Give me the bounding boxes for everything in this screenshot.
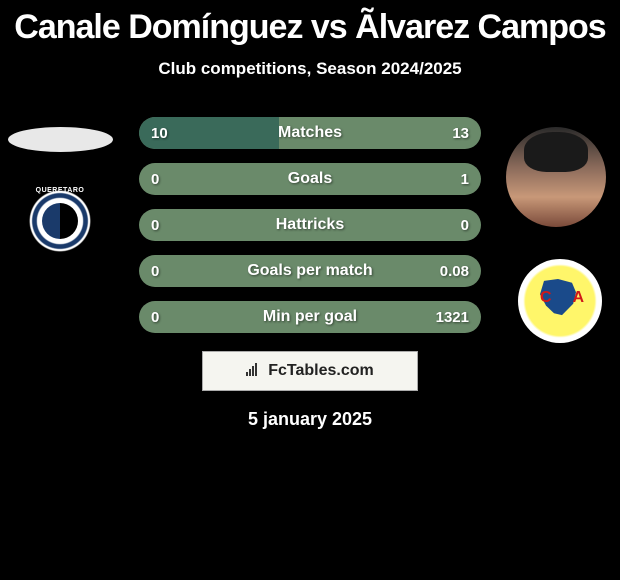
club-right-crest-icon: C A (538, 279, 582, 323)
stat-row: 0Goals per match0.08 (139, 255, 481, 287)
page-subtitle: Club competitions, Season 2024/2025 (0, 59, 620, 79)
stat-label: Goals per match (139, 262, 481, 280)
club-left-badge: QUERETARO (18, 179, 102, 263)
stat-value-right: 1 (461, 171, 469, 188)
chart-bars-icon (246, 362, 264, 380)
comparison-panel: QUERETARO C A 10Matches130Goals10Hattric… (0, 117, 620, 430)
stat-value-right: 0.08 (440, 263, 469, 280)
branding-text: FcTables.com (268, 362, 374, 380)
club-right-letter-c: C (540, 289, 552, 307)
stat-row: 0Hattricks0 (139, 209, 481, 241)
branding-box: FcTables.com (202, 351, 418, 391)
page-title: Canale Domínguez vs Ãlvarez Campos (0, 0, 620, 47)
stat-label: Hattricks (139, 216, 481, 234)
stat-label: Matches (139, 124, 481, 142)
player-left-avatar (8, 127, 113, 152)
stat-value-right: 13 (452, 125, 469, 142)
stat-bars: 10Matches130Goals10Hattricks00Goals per … (139, 117, 481, 333)
club-left-name: QUERETARO (36, 187, 85, 194)
club-right-letter-a: A (572, 289, 584, 307)
stat-label: Min per goal (139, 308, 481, 326)
stat-row: 10Matches13 (139, 117, 481, 149)
date-label: 5 january 2025 (0, 409, 620, 430)
player-right-avatar (506, 127, 606, 227)
stat-value-right: 1321 (436, 309, 469, 326)
club-left-crest-icon (42, 203, 78, 239)
stat-label: Goals (139, 170, 481, 188)
stat-row: 0Goals1 (139, 163, 481, 195)
stat-row: 0Min per goal1321 (139, 301, 481, 333)
stat-value-right: 0 (461, 217, 469, 234)
club-right-badge: C A (518, 259, 602, 343)
